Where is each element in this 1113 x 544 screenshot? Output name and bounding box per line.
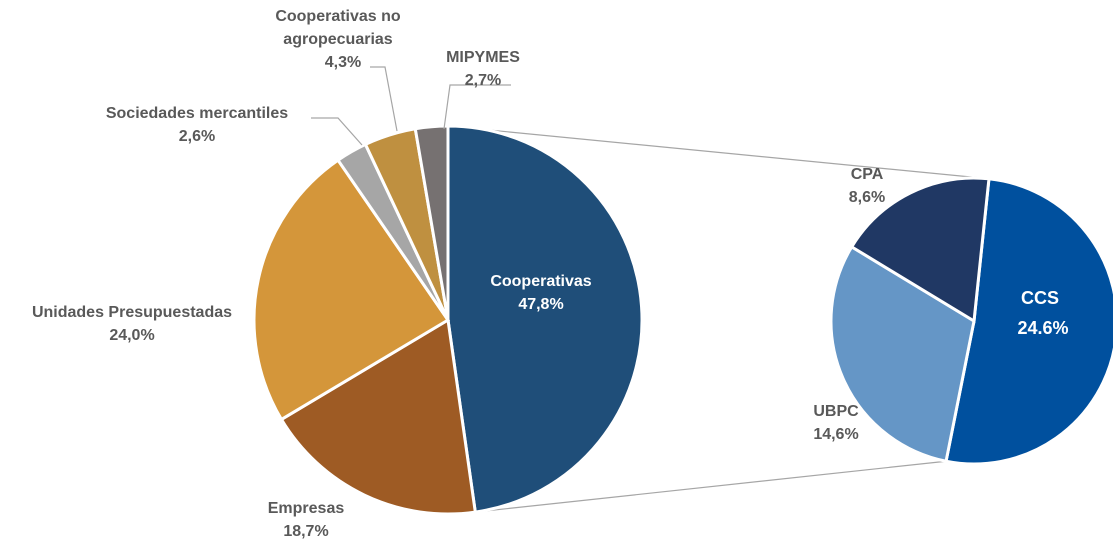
leader-sociedades [311, 117, 363, 146]
label-cpa-value: 8,6% [849, 189, 885, 206]
label-sociedades-name: Sociedades mercantiles [106, 105, 288, 122]
label-ubpc-value: 14,6% [813, 426, 858, 443]
label-sociedades-value: 2,6% [179, 128, 215, 145]
label-cooperativas-value: 47,8% [518, 296, 563, 313]
slice-empresas [279, 317, 478, 516]
label-mipymes-name: MIPYMES [446, 49, 520, 66]
slice-cpa [849, 176, 991, 324]
connector-line-top [447, 125, 990, 180]
connector-line-bottom [475, 460, 947, 513]
main-pie [252, 124, 644, 516]
slice-cooperativas [446, 124, 644, 514]
label-cooperativas-name: Cooperativas [490, 273, 591, 290]
leader-coop-no-agro [370, 66, 398, 132]
connector-lines [447, 125, 990, 513]
label-coop-no-agro-line1: Cooperativas no [275, 8, 401, 25]
label-ubpc-name: UBPC [813, 403, 859, 420]
slice-unidades-presupuestadas [252, 158, 451, 422]
label-ccs-value: 24.6% [1017, 318, 1068, 338]
slice-ccs [944, 177, 1113, 466]
label-empresas-name: Empresas [268, 500, 345, 517]
label-coop-no-agro-value: 4,3% [325, 54, 361, 71]
label-ccs-name: CCS [1021, 288, 1059, 308]
label-unidades-value: 24,0% [109, 327, 154, 344]
slice-mipymes [413, 124, 450, 321]
label-coop-no-agro-line2: agropecuarias [283, 31, 392, 48]
label-mipymes-value: 2,7% [465, 72, 501, 89]
leader-lines [311, 66, 511, 146]
leader-mipymes [443, 84, 511, 130]
label-unidades-name: Unidades Presupuestadas [32, 304, 232, 321]
secondary-pie [829, 176, 1113, 466]
label-cpa-name: CPA [851, 166, 884, 183]
label-empresas-value: 18,7% [283, 523, 328, 540]
